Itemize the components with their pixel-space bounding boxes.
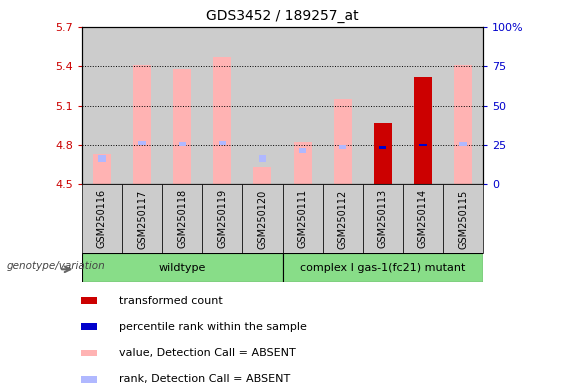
Bar [294, 142, 311, 184]
FancyBboxPatch shape [403, 184, 443, 253]
Bar [242, 27, 282, 184]
Text: rank, Detection Call = ABSENT: rank, Detection Call = ABSENT [119, 374, 290, 384]
Text: GSM250119: GSM250119 [218, 189, 227, 248]
Text: GSM250118: GSM250118 [177, 189, 187, 248]
Text: percentile rank within the sample: percentile rank within the sample [119, 322, 307, 332]
Bar [379, 146, 386, 148]
Bar [179, 142, 186, 146]
Bar [93, 154, 111, 184]
Bar [419, 144, 427, 146]
Text: GSM250113: GSM250113 [378, 189, 388, 248]
Text: GSM250112: GSM250112 [338, 189, 347, 248]
Bar [403, 27, 443, 184]
Text: wildtype: wildtype [159, 263, 206, 273]
Bar [80, 323, 97, 330]
Bar [82, 27, 122, 184]
Bar [80, 376, 97, 382]
Bar [202, 27, 242, 184]
Text: GSM250111: GSM250111 [298, 189, 307, 248]
Bar [459, 142, 467, 146]
Bar [363, 27, 403, 184]
Text: GSM250117: GSM250117 [137, 189, 147, 248]
Text: value, Detection Call = ABSENT: value, Detection Call = ABSENT [119, 348, 295, 358]
Bar [254, 167, 271, 184]
Bar [323, 27, 363, 184]
Bar [419, 144, 427, 147]
Text: GSM250115: GSM250115 [458, 189, 468, 248]
Bar [80, 297, 97, 304]
Text: complex I gas-1(fc21) mutant: complex I gas-1(fc21) mutant [300, 263, 466, 273]
Bar [82, 253, 282, 282]
FancyBboxPatch shape [82, 184, 122, 253]
Bar [414, 77, 432, 184]
Bar [98, 156, 106, 162]
Bar [282, 253, 483, 282]
Text: transformed count: transformed count [119, 296, 223, 306]
Text: genotype/variation: genotype/variation [7, 262, 105, 271]
Text: GSM250120: GSM250120 [258, 189, 267, 248]
Bar [334, 99, 351, 184]
Bar [282, 27, 323, 184]
Bar [454, 65, 472, 184]
Title: GDS3452 / 189257_at: GDS3452 / 189257_at [206, 9, 359, 23]
Text: GSM250116: GSM250116 [97, 189, 107, 248]
Bar [138, 141, 146, 145]
Bar [214, 57, 231, 184]
FancyBboxPatch shape [162, 184, 202, 253]
Bar [162, 27, 202, 184]
Bar [374, 122, 392, 184]
Bar [443, 27, 483, 184]
FancyBboxPatch shape [202, 184, 242, 253]
Bar [339, 145, 346, 149]
Bar [80, 349, 97, 356]
Bar [259, 156, 266, 162]
FancyBboxPatch shape [282, 184, 323, 253]
Bar [173, 69, 191, 184]
Text: GSM250114: GSM250114 [418, 189, 428, 248]
FancyBboxPatch shape [363, 184, 403, 253]
FancyBboxPatch shape [323, 184, 363, 253]
Bar [219, 141, 226, 145]
FancyBboxPatch shape [122, 184, 162, 253]
FancyBboxPatch shape [443, 184, 483, 253]
Bar [299, 147, 306, 153]
FancyBboxPatch shape [242, 184, 282, 253]
Bar [122, 27, 162, 184]
Bar [133, 65, 151, 184]
Bar [379, 146, 386, 149]
